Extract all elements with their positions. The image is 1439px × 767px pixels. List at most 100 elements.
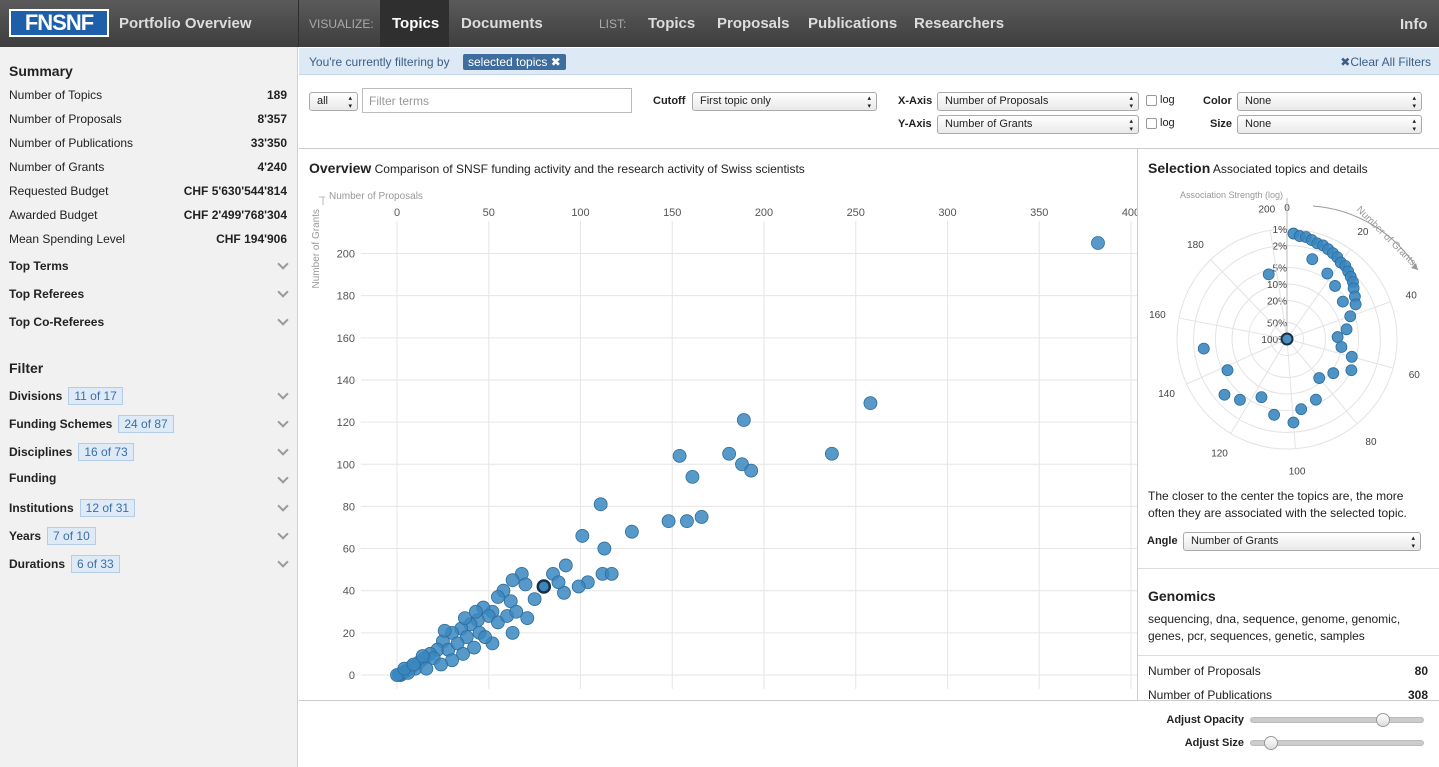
data-point[interactable]: [571, 579, 586, 594]
data-point[interactable]: [1327, 367, 1340, 380]
data-point[interactable]: [575, 529, 590, 543]
data-point[interactable]: [469, 604, 483, 619]
filter-row[interactable]: Funding: [9, 471, 56, 485]
data-point[interactable]: [491, 590, 505, 604]
data-point[interactable]: [824, 446, 839, 461]
data-point[interactable]: [437, 623, 452, 638]
data-point[interactable]: [478, 630, 492, 644]
chevron[interactable]: [277, 388, 289, 400]
x-axis-select[interactable]: Number of Proposals: [937, 92, 1139, 111]
data-point[interactable]: [518, 577, 533, 592]
slider-knob[interactable]: [1264, 736, 1278, 750]
cutoff-select[interactable]: First topic only: [692, 92, 877, 111]
logo[interactable]: FNSNF: [9, 9, 109, 37]
chevron[interactable]: [277, 500, 289, 512]
log-checkbox[interactable]: [1146, 95, 1157, 106]
angle-select[interactable]: Number of Grants: [1183, 532, 1421, 551]
chevron[interactable]: [277, 472, 289, 484]
data-point[interactable]: [1349, 298, 1362, 311]
data-point[interactable]: [1197, 342, 1210, 355]
data-point[interactable]: [551, 575, 566, 590]
data-point[interactable]: [1313, 372, 1326, 384]
info-link[interactable]: Info: [1400, 16, 1428, 33]
data-point[interactable]: [1345, 364, 1358, 377]
data-point[interactable]: [672, 448, 687, 463]
data-point[interactable]: [1221, 364, 1234, 377]
data-point[interactable]: [1329, 280, 1341, 292]
chevron[interactable]: [277, 314, 289, 326]
size-select[interactable]: None: [1237, 115, 1422, 134]
data-point[interactable]: [661, 514, 676, 529]
data-point[interactable]: [467, 640, 481, 655]
data-point[interactable]: [1340, 323, 1353, 336]
log-checkbox[interactable]: [1146, 118, 1157, 129]
data-point[interactable]: [505, 625, 520, 640]
data-point[interactable]: [680, 514, 694, 529]
size-slider[interactable]: [1250, 740, 1424, 746]
data-point[interactable]: [736, 413, 751, 427]
data-point[interactable]: [1331, 331, 1344, 343]
data-point[interactable]: [434, 657, 448, 672]
opacity-slider[interactable]: [1250, 717, 1424, 723]
data-point[interactable]: [1344, 310, 1357, 323]
data-point[interactable]: [1309, 393, 1322, 406]
nav-tab[interactable]: Proposals: [717, 15, 790, 32]
selected-point[interactable]: [536, 579, 552, 594]
y-axis-select[interactable]: Number of Grants: [937, 115, 1139, 134]
data-point[interactable]: [1306, 253, 1319, 266]
data-point[interactable]: [1295, 403, 1308, 416]
section-toggle[interactable]: Top Co-Referees: [9, 315, 105, 329]
data-point[interactable]: [597, 541, 612, 556]
filter-row[interactable]: Funding Schemes 24 of 87: [9, 415, 174, 433]
data-point[interactable]: [1234, 393, 1246, 406]
data-point[interactable]: [457, 611, 472, 626]
nav-tab[interactable]: Publications: [808, 15, 898, 32]
filter-tag[interactable]: selected topics ✖: [463, 54, 566, 70]
data-point[interactable]: [1255, 391, 1268, 404]
data-point[interactable]: [527, 592, 542, 607]
data-point[interactable]: [419, 661, 434, 676]
chevron[interactable]: [277, 528, 289, 540]
data-point[interactable]: [1336, 295, 1349, 308]
data-point[interactable]: [505, 573, 520, 588]
chevron[interactable]: [277, 416, 289, 428]
chevron[interactable]: [277, 556, 289, 568]
nav-tab[interactable]: Researchers: [914, 15, 1005, 32]
nav-tab[interactable]: Topics: [392, 15, 440, 32]
data-point[interactable]: [863, 396, 878, 411]
filter-row[interactable]: Institutions 12 of 31: [9, 499, 136, 517]
data-point[interactable]: [1287, 416, 1300, 429]
slider-knob[interactable]: [1376, 713, 1390, 727]
app-title[interactable]: Portfolio Overview: [119, 15, 252, 32]
data-point[interactable]: [1280, 332, 1294, 346]
filter-row[interactable]: Years 7 of 10: [9, 527, 96, 545]
chevron[interactable]: [277, 444, 289, 456]
data-point[interactable]: [520, 611, 535, 626]
section-toggle[interactable]: Top Terms: [9, 259, 69, 273]
nav-tab[interactable]: Topics: [648, 15, 696, 32]
data-point[interactable]: [1345, 350, 1358, 363]
nav-tab[interactable]: Documents: [461, 15, 543, 32]
clear-filters[interactable]: ✖Clear All Filters: [1340, 55, 1431, 69]
filter-row[interactable]: Durations 6 of 33: [9, 555, 120, 573]
data-point[interactable]: [744, 463, 759, 478]
search-input[interactable]: Filter terms: [362, 88, 632, 113]
data-point[interactable]: [694, 510, 709, 524]
data-point[interactable]: [1218, 388, 1231, 401]
data-point[interactable]: [558, 558, 573, 573]
data-point[interactable]: [1335, 341, 1348, 353]
data-point[interactable]: [593, 497, 608, 512]
data-point[interactable]: [406, 657, 421, 672]
filter-row[interactable]: Disciplines 16 of 73: [9, 443, 134, 461]
data-point[interactable]: [1268, 408, 1281, 421]
data-point[interactable]: [415, 649, 430, 663]
section-toggle[interactable]: Top Referees: [9, 287, 85, 301]
data-point[interactable]: [509, 604, 524, 619]
data-point[interactable]: [604, 566, 619, 581]
data-point[interactable]: [722, 446, 737, 461]
chevron[interactable]: [277, 286, 289, 298]
data-point[interactable]: [1091, 236, 1105, 250]
color-select[interactable]: None: [1237, 92, 1422, 111]
data-point[interactable]: [1262, 268, 1275, 281]
data-point[interactable]: [685, 470, 700, 484]
